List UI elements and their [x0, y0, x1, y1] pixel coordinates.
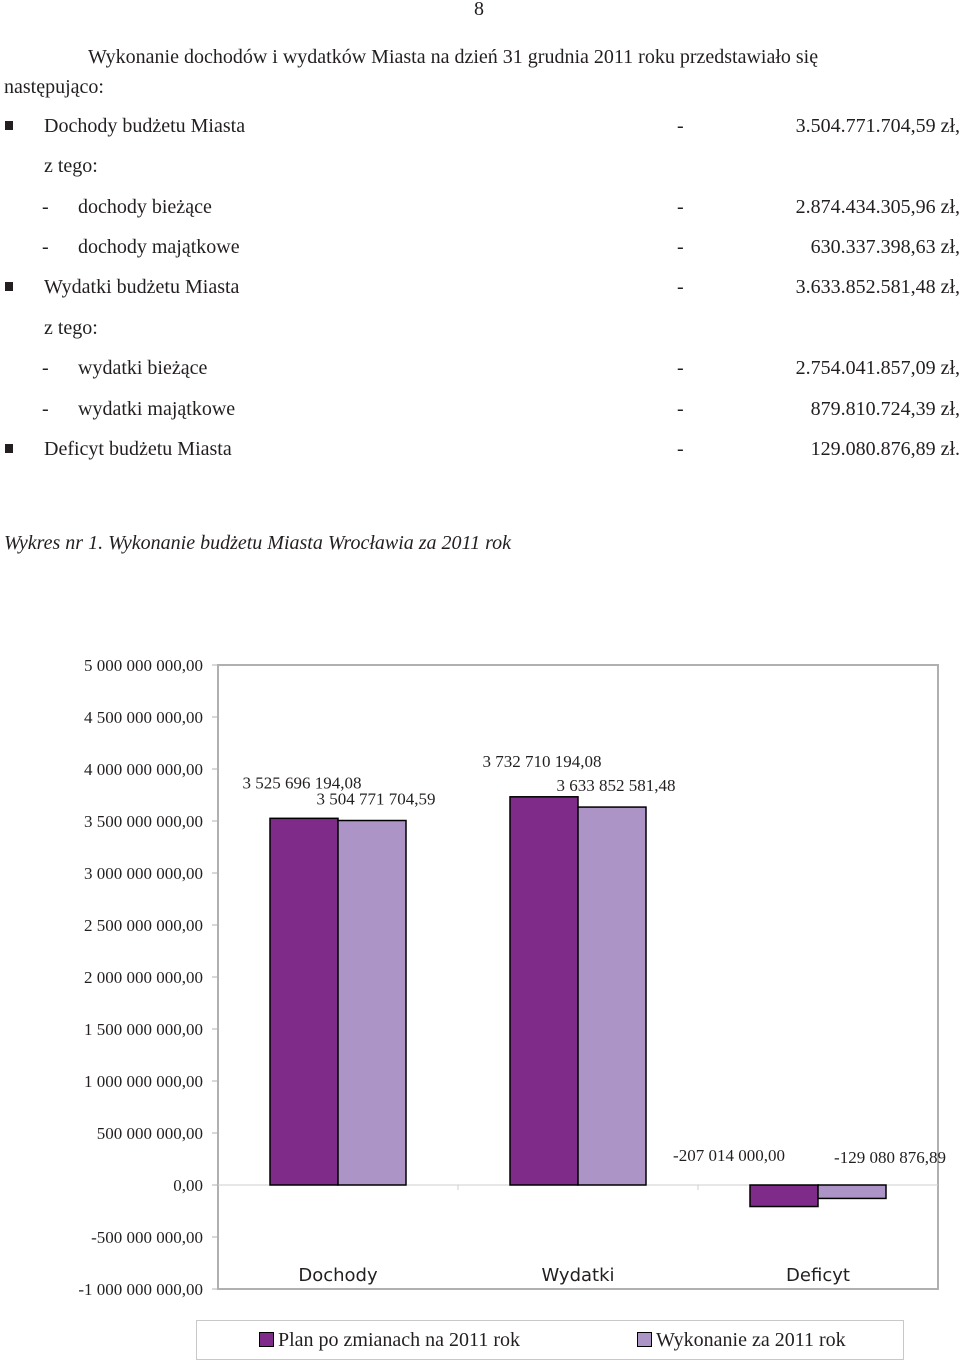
- y-tick-label: 5 000 000 000,00: [84, 656, 203, 675]
- summary-label: Deficyt budżetu Miasta: [44, 438, 232, 460]
- x-category-label: Dochody: [298, 1265, 378, 1286]
- summary-separator: -: [677, 276, 684, 298]
- summary-label: Dochody budżetu Miasta: [44, 115, 246, 137]
- dash-marker: -: [42, 196, 49, 218]
- y-tick-label: -1 000 000 000,00: [78, 1280, 203, 1299]
- summary-row: z tego:: [0, 152, 960, 180]
- summary-separator: -: [677, 196, 684, 218]
- data-label: -129 080 876,89: [834, 1148, 946, 1167]
- legend-label-wykonanie: Wykonanie za 2011 rok: [656, 1329, 846, 1351]
- y-tick-label: -500 000 000,00: [91, 1228, 203, 1247]
- bar-deficyt-series-2: [817, 1184, 887, 1200]
- summary-amount: 630.337.398,63 zł,: [810, 236, 960, 258]
- summary-amount: 3.633.852.581,48 zł,: [795, 276, 960, 298]
- summary-row: - dochody majątkowe - 630.337.398,63 zł,: [0, 233, 960, 261]
- dash-marker: -: [42, 357, 49, 379]
- y-tick-label: 500 000 000,00: [97, 1124, 203, 1143]
- summary-amount: 2.754.041.857,09 zł,: [795, 357, 960, 379]
- summary-row: - wydatki majątkowe - 879.810.724,39 zł,: [0, 395, 960, 423]
- dash-marker: -: [42, 236, 49, 258]
- summary-row: z tego:: [0, 314, 960, 342]
- summary-amount: 3.504.771.704,59 zł,: [795, 115, 960, 137]
- summary-row: Deficyt budżetu Miasta - 129.080.876,89 zł…: [0, 435, 960, 463]
- summary-label: Wydatki budżetu Miasta: [44, 276, 240, 298]
- bullet-icon: [5, 444, 13, 453]
- y-tick-label: 3 500 000 000,00: [84, 812, 203, 831]
- y-tick-label: 2 500 000 000,00: [84, 916, 203, 935]
- y-tick-label: 3 000 000 000,00: [84, 864, 203, 883]
- y-tick-label: 1 000 000 000,00: [84, 1072, 203, 1091]
- y-tick-label: 4 000 000 000,00: [84, 760, 203, 779]
- bar-deficyt-series-1: [749, 1184, 819, 1208]
- data-label: 3 525 696 194,08: [243, 773, 362, 792]
- summary-label: dochody bieżące: [78, 196, 212, 218]
- legend-swatch-wykonanie: [637, 1332, 652, 1347]
- legend-label-plan: Plan po zmianach na 2011 rok: [278, 1329, 520, 1351]
- summary-label: wydatki majątkowe: [78, 398, 236, 420]
- x-category-label: Deficyt: [786, 1265, 850, 1286]
- summary-separator: -: [677, 236, 684, 258]
- legend-swatch-plan: [259, 1332, 274, 1347]
- y-tick-label: 1 500 000 000,00: [84, 1020, 203, 1039]
- summary-row: - dochody bieżące - 2.874.434.305,96 zł,: [0, 193, 960, 221]
- x-category-label: Wydatki: [541, 1265, 614, 1286]
- summary-amount: 129.080.876,89 zł.: [810, 438, 960, 460]
- y-tick-label: 0,00: [173, 1176, 203, 1195]
- summary-separator: -: [677, 438, 684, 460]
- summary-label: z tego:: [44, 155, 98, 177]
- bullet-icon: [5, 121, 13, 130]
- legend-item-wykonanie: Wykonanie za 2011 rok: [637, 1329, 846, 1352]
- legend-item-plan: Plan po zmianach na 2011 rok: [259, 1329, 520, 1352]
- bullet-icon: [5, 282, 13, 291]
- summary-label: z tego:: [44, 317, 98, 339]
- data-label: -207 014 000,00: [673, 1146, 785, 1165]
- summary-separator: -: [677, 398, 684, 420]
- budget-bar-chart: 5 000 000 000,00 4 500 000 000,00 4 000 00…: [78, 656, 946, 1299]
- bar-wydatki-series-1: [509, 796, 579, 1186]
- bar-dochody-series-2: [337, 819, 407, 1186]
- y-tick-label: 2 000 000 000,00: [84, 968, 203, 987]
- data-label: 3 633 852 581,48: [557, 776, 676, 795]
- summary-row: Dochody budżetu Miasta - 3.504.771.704,59 …: [0, 112, 960, 140]
- summary-label: dochody majątkowe: [78, 236, 240, 258]
- page-number: 8: [474, 0, 484, 20]
- summary-separator: -: [677, 115, 684, 137]
- summary-amount: 879.810.724,39 zł,: [810, 398, 960, 420]
- summary-label: wydatki bieżące: [78, 357, 208, 379]
- intro-line-2: następująco:: [4, 76, 104, 98]
- bar-wydatki-series-2: [577, 806, 647, 1186]
- bar-dochody-series-1: [269, 817, 339, 1186]
- dash-marker: -: [42, 398, 49, 420]
- summary-row: - wydatki bieżące - 2.754.041.857,09 zł,: [0, 354, 960, 382]
- summary-separator: -: [677, 357, 684, 379]
- data-label: 3 732 710 194,08: [483, 752, 602, 771]
- chart-legend: Plan po zmianach na 2011 rok Wykonanie z…: [196, 1320, 904, 1360]
- summary-amount: 2.874.434.305,96 zł,: [795, 196, 960, 218]
- intro-line-1: Wykonanie dochodów i wydatków Miasta na …: [88, 46, 819, 68]
- summary-row: Wydatki budżetu Miasta - 3.633.852.581,48 …: [0, 273, 960, 301]
- chart-caption: Wykres nr 1. Wykonanie budżetu Miasta Wr…: [4, 532, 511, 554]
- data-label: 3 504 771 704,59: [317, 790, 436, 809]
- intro-paragraph: Wykonanie dochodów i wydatków Miasta na …: [4, 42, 944, 102]
- y-tick-label: 4 500 000 000,00: [84, 708, 203, 727]
